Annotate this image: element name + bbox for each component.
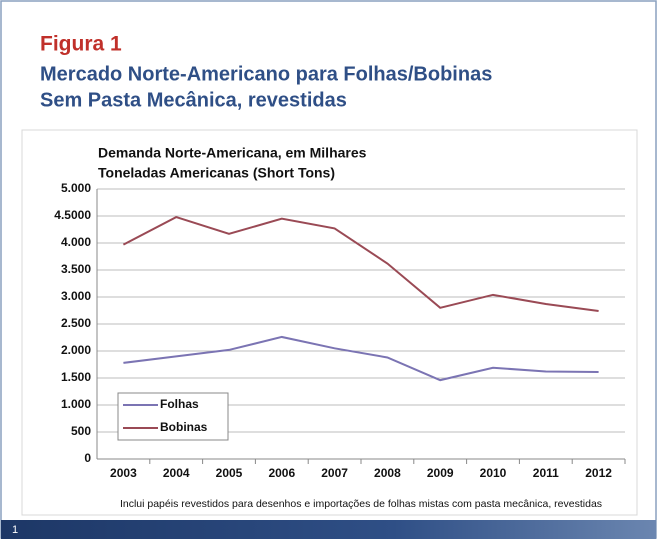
x-tick-label: 2005: [216, 466, 243, 480]
chart-title: Demanda Norte-Americana, em Milhares: [98, 145, 367, 161]
series-line: [123, 335, 599, 382]
heading: Mercado Norte-Americano para Folhas/Bobi…: [40, 63, 492, 85]
figure-label: Figura 1: [40, 33, 122, 56]
y-tick-label: 1.500: [61, 370, 91, 384]
x-tick-label: 2010: [480, 466, 507, 480]
chart-title: Toneladas Americanas (Short Tons): [98, 165, 335, 181]
y-tick-label: 2.000: [61, 343, 91, 357]
x-tick-label: 2009: [427, 466, 454, 480]
page-number: 1: [12, 524, 18, 536]
y-tick-label: 5.000: [61, 181, 91, 195]
y-tick-label: 4.000: [61, 235, 91, 249]
legend-label: Folhas: [160, 397, 199, 411]
y-tick-label: 1.000: [61, 397, 91, 411]
y-tick-label: 2.500: [61, 316, 91, 330]
y-tick-label: 4.5000: [54, 208, 91, 222]
x-tick-label: 2008: [374, 466, 401, 480]
x-tick-label: 2003: [110, 466, 137, 480]
series-line: [122, 216, 599, 313]
legend-box: [117, 392, 229, 441]
y-tick-label: 500: [71, 424, 91, 438]
x-tick-label: 2006: [268, 466, 295, 480]
y-tick-label: 0: [84, 451, 91, 465]
x-tick-label: 2011: [533, 466, 559, 480]
chart-border: [21, 129, 638, 516]
footnote: Inclui papéis revestidos para desenhos e…: [120, 498, 602, 510]
legend-label: Bobinas: [160, 420, 208, 434]
x-tick-label: 2012: [585, 466, 612, 480]
x-tick-label: 2007: [321, 466, 348, 480]
bottom-bar: [1, 520, 656, 539]
heading: Sem Pasta Mecânica, revestidas: [40, 89, 347, 111]
y-tick-label: 3.500: [61, 262, 91, 276]
y-tick-label: 3.000: [61, 289, 91, 303]
x-tick-label: 2004: [163, 466, 190, 480]
